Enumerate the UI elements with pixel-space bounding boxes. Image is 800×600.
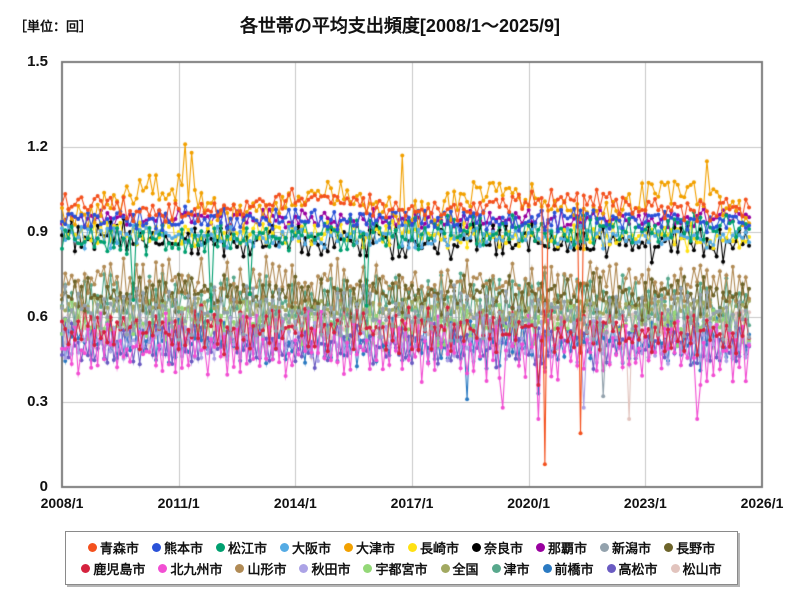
x-tick-label: 2026/1 <box>740 495 784 511</box>
x-tick-label: 2023/1 <box>623 495 667 511</box>
legend-row: 鹿児島市 北九州市 山形市 秋田市 宇都宮市 全国 津市 前橋市 高松市 松山市 <box>81 559 722 578</box>
legend-item-aomori: 青森市 <box>87 538 139 557</box>
legend-item-niigata: 新潟市 <box>600 538 651 557</box>
legend-swatch-icon <box>279 543 289 552</box>
legend-swatch-icon <box>542 564 552 573</box>
legend-swatch-icon <box>408 543 417 552</box>
legend-swatch-icon <box>215 543 225 552</box>
legend-swatch-icon <box>81 564 91 573</box>
x-tick-label: 2017/1 <box>390 495 434 511</box>
legend-label: 鹿児島市 <box>93 562 146 577</box>
y-tick-label: 0.9 <box>27 223 48 240</box>
legend-label: 松山市 <box>682 562 722 577</box>
legend-item-zenkoku: 全国 <box>440 559 479 578</box>
legend-swatch-icon <box>235 564 245 573</box>
legend-swatch-icon <box>151 543 161 552</box>
legend-item-nagasaki: 長崎市 <box>408 538 459 557</box>
legend-swatch-icon <box>664 543 674 552</box>
y-tick-label: 1.5 <box>27 53 48 70</box>
legend-swatch-icon <box>606 564 616 573</box>
legend-item-otsu: 大津市 <box>343 538 395 557</box>
legend-label: 松江市 <box>227 541 267 556</box>
legend-label: 津市 <box>503 562 530 577</box>
legend-item-tsu: 津市 <box>491 559 530 578</box>
legend-row: 青森市 熊本市 松江市 大阪市 大津市 長崎市 奈良市 那覇市 新潟市 長野市 <box>87 538 715 557</box>
legend-item-naha: 那覇市 <box>536 538 587 557</box>
legend-label: 青森市 <box>99 541 139 556</box>
y-tick-label: 1.2 <box>27 138 48 155</box>
legend-item-yamagata: 山形市 <box>235 559 286 578</box>
legend-swatch-icon <box>299 564 309 573</box>
legend-swatch-icon <box>600 543 610 552</box>
legend-label: 新潟市 <box>612 541 652 556</box>
legend-swatch-icon <box>472 543 482 552</box>
legend-item-maebashi: 前橋市 <box>542 559 594 578</box>
legend-item-matsue: 松江市 <box>215 538 267 557</box>
legend-label: 北九州市 <box>170 562 223 577</box>
legend-swatch-icon <box>158 564 168 573</box>
legend-swatch-icon <box>87 543 97 552</box>
legend-item-nara: 奈良市 <box>472 538 523 557</box>
legend-item-takamatsu: 高松市 <box>606 559 658 578</box>
x-tick-label: 2020/1 <box>507 495 551 511</box>
x-tick-label: 2008/1 <box>40 495 84 511</box>
legend-item-osaka: 大阪市 <box>279 538 331 557</box>
legend-item-kumamoto: 熊本市 <box>151 538 203 557</box>
legend-label: 那覇市 <box>548 541 588 556</box>
legend-swatch-icon <box>343 543 353 552</box>
legend-label: 全国 <box>452 562 479 577</box>
legend-label: 長崎市 <box>420 541 460 556</box>
legend-label: 大津市 <box>355 541 395 556</box>
legend-label: 熊本市 <box>163 541 203 556</box>
legend-swatch-icon <box>536 543 546 552</box>
legend-label: 長野市 <box>676 541 716 556</box>
legend-label: 秋田市 <box>311 562 351 577</box>
page-title: 各世帯の平均支出頻度[2008/1～2025/9] <box>239 16 561 36</box>
legend-label: 宇都宮市 <box>375 562 428 577</box>
x-tick-label: 2011/1 <box>157 495 200 511</box>
legend-item-kagoshima: 鹿児島市 <box>81 559 145 578</box>
legend-label: 山形市 <box>247 562 287 577</box>
legend-item-akita: 秋田市 <box>299 559 350 578</box>
legend: 青森市 熊本市 松江市 大阪市 大津市 長崎市 奈良市 那覇市 新潟市 長野市鹿児島市 北九州市 山形… <box>65 531 738 585</box>
legend-item-kitakyushu: 北九州市 <box>158 559 222 578</box>
y-tick-label: 0 <box>39 478 48 495</box>
legend-swatch-icon <box>670 564 680 573</box>
legend-label: 大阪市 <box>291 541 331 556</box>
legend-item-nagano: 長野市 <box>664 538 715 557</box>
legend-swatch-icon <box>440 564 450 573</box>
legend-label: 高松市 <box>618 562 658 577</box>
legend-swatch-icon <box>491 564 501 573</box>
legend-swatch-icon <box>363 564 373 573</box>
legend-item-matsuyama: 松山市 <box>670 559 722 578</box>
x-tick-label: 2014/1 <box>273 495 317 511</box>
y-tick-label: 0.6 <box>27 308 48 325</box>
y-tick-label: 0.3 <box>27 393 48 410</box>
legend-label: 奈良市 <box>484 541 524 556</box>
legend-label: 前橋市 <box>554 562 594 577</box>
legend-item-utsunomiya: 宇都宮市 <box>363 559 428 578</box>
unit-label: ［単位：回］ <box>14 19 93 34</box>
